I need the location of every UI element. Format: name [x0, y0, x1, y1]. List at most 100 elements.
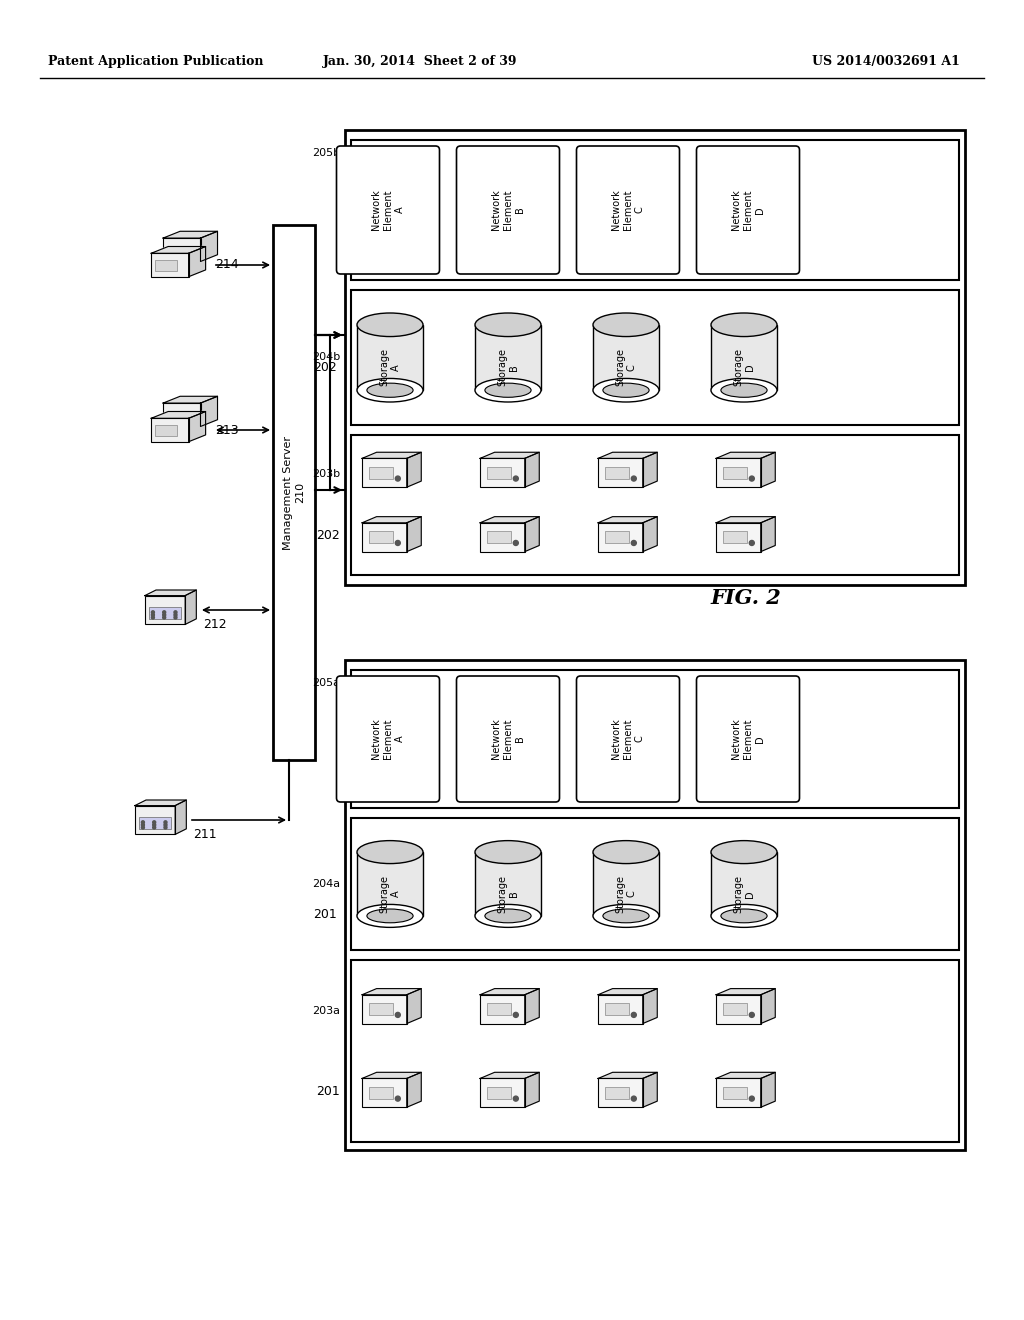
- Bar: [351, 436, 959, 576]
- Ellipse shape: [711, 379, 777, 403]
- Bar: [480, 1078, 524, 1107]
- Circle shape: [152, 611, 155, 614]
- Polygon shape: [201, 396, 217, 426]
- Bar: [273, 224, 315, 760]
- Text: Storage
B: Storage B: [498, 348, 519, 387]
- Polygon shape: [480, 453, 540, 458]
- Bar: [139, 817, 171, 829]
- Text: 205a: 205a: [312, 678, 340, 688]
- Text: 204b: 204b: [311, 352, 340, 363]
- Bar: [351, 671, 959, 808]
- Ellipse shape: [475, 313, 541, 337]
- Bar: [475, 325, 541, 391]
- Bar: [486, 467, 511, 479]
- Text: FIG. 2: FIG. 2: [710, 587, 780, 609]
- Text: Network
Element
B: Network Element B: [492, 190, 524, 231]
- Polygon shape: [185, 590, 197, 624]
- Bar: [716, 523, 761, 552]
- Bar: [723, 467, 748, 479]
- Ellipse shape: [603, 383, 649, 397]
- Polygon shape: [362, 453, 421, 458]
- Bar: [711, 853, 777, 916]
- Polygon shape: [163, 231, 217, 238]
- Circle shape: [152, 616, 155, 619]
- Circle shape: [164, 821, 167, 824]
- Text: Network
Element
C: Network Element C: [611, 718, 644, 759]
- Text: Management Server
210: Management Server 210: [284, 436, 305, 549]
- Circle shape: [513, 540, 518, 545]
- Polygon shape: [598, 989, 657, 995]
- Ellipse shape: [367, 909, 413, 923]
- Circle shape: [750, 1096, 755, 1101]
- Ellipse shape: [711, 313, 777, 337]
- Circle shape: [153, 826, 156, 829]
- Ellipse shape: [593, 841, 659, 863]
- Ellipse shape: [475, 841, 541, 863]
- Polygon shape: [362, 516, 421, 523]
- Circle shape: [164, 826, 167, 829]
- Ellipse shape: [593, 904, 659, 928]
- Polygon shape: [643, 453, 657, 487]
- Bar: [598, 523, 643, 552]
- Bar: [486, 1003, 511, 1015]
- Bar: [163, 403, 201, 426]
- Text: 202: 202: [316, 529, 340, 543]
- Text: US 2014/0032691 A1: US 2014/0032691 A1: [812, 55, 961, 69]
- Circle shape: [141, 826, 144, 829]
- Polygon shape: [407, 516, 421, 552]
- FancyBboxPatch shape: [696, 676, 800, 803]
- Bar: [152, 253, 188, 277]
- Bar: [362, 458, 407, 487]
- Polygon shape: [716, 1072, 775, 1078]
- Ellipse shape: [357, 313, 423, 337]
- Polygon shape: [362, 1072, 421, 1078]
- Text: 201: 201: [313, 908, 337, 921]
- Polygon shape: [761, 1072, 775, 1107]
- Ellipse shape: [485, 909, 531, 923]
- Circle shape: [163, 611, 166, 614]
- Polygon shape: [524, 453, 540, 487]
- Bar: [369, 467, 393, 479]
- Polygon shape: [362, 989, 421, 995]
- Bar: [598, 458, 643, 487]
- Bar: [486, 1088, 511, 1098]
- Bar: [369, 532, 393, 543]
- Text: 205b: 205b: [312, 148, 340, 158]
- Ellipse shape: [485, 383, 531, 397]
- Bar: [711, 325, 777, 391]
- Text: 212: 212: [203, 618, 226, 631]
- Text: Network
Element
A: Network Element A: [372, 718, 404, 759]
- Text: Network
Element
C: Network Element C: [611, 190, 644, 231]
- Circle shape: [395, 1012, 400, 1018]
- Bar: [480, 995, 524, 1023]
- Bar: [155, 425, 177, 436]
- Polygon shape: [643, 516, 657, 552]
- Bar: [345, 129, 965, 585]
- Bar: [605, 532, 630, 543]
- Circle shape: [750, 1012, 755, 1018]
- Polygon shape: [407, 453, 421, 487]
- Circle shape: [153, 824, 156, 826]
- Polygon shape: [598, 516, 657, 523]
- Circle shape: [174, 611, 177, 614]
- Circle shape: [750, 540, 755, 545]
- Ellipse shape: [475, 379, 541, 403]
- Bar: [155, 260, 177, 271]
- Bar: [593, 853, 659, 916]
- Bar: [369, 1088, 393, 1098]
- Bar: [362, 523, 407, 552]
- Polygon shape: [135, 800, 186, 805]
- Bar: [486, 532, 511, 543]
- Polygon shape: [761, 516, 775, 552]
- Circle shape: [174, 616, 177, 619]
- Circle shape: [750, 477, 755, 480]
- Bar: [480, 458, 524, 487]
- Circle shape: [163, 616, 166, 619]
- Ellipse shape: [593, 379, 659, 403]
- Circle shape: [632, 1012, 636, 1018]
- Circle shape: [152, 614, 155, 616]
- Bar: [598, 995, 643, 1023]
- Polygon shape: [643, 1072, 657, 1107]
- Circle shape: [513, 1096, 518, 1101]
- Bar: [605, 1003, 630, 1015]
